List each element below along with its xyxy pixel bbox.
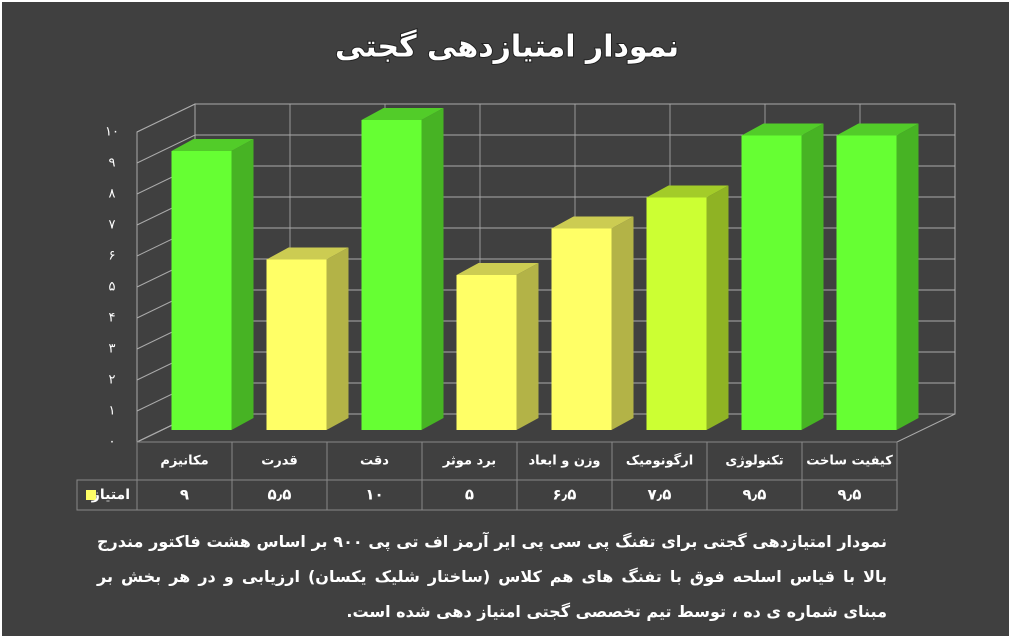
bar-top xyxy=(456,263,539,275)
data-label: ۹٫۵ xyxy=(838,486,862,504)
y-tick-label: ۷ xyxy=(109,218,116,233)
x-tick-label: کیفیت ساخت xyxy=(806,454,893,469)
grid-line xyxy=(136,320,955,350)
bar-side xyxy=(706,185,729,430)
bar xyxy=(646,185,729,430)
bar-top xyxy=(171,139,254,151)
legend-label: امتیاز xyxy=(91,487,130,503)
grid-line xyxy=(136,289,955,319)
caption: نمودار امتیازدهی گجتی برای تفنگ پی سی پی… xyxy=(97,532,887,621)
legend-cell xyxy=(76,479,138,511)
x-tick-label: دقت xyxy=(360,454,389,469)
bar xyxy=(836,123,919,430)
bar-top xyxy=(551,216,634,229)
data-label: ۵ xyxy=(465,486,474,504)
grid-line xyxy=(136,103,955,133)
y-tick-label: ۰ xyxy=(109,435,116,450)
x-tick-label: ارگونومیک xyxy=(626,453,693,469)
bar xyxy=(741,123,824,430)
bar-side xyxy=(611,216,634,430)
x-tick-label: قدرت xyxy=(261,454,298,469)
x-tick-label: برد موثر xyxy=(442,454,496,469)
bar-front xyxy=(171,151,232,430)
x-tick-label: وزن و ابعاد xyxy=(528,454,600,469)
floor xyxy=(136,413,956,443)
y-tick-label: ۶ xyxy=(109,249,116,264)
bar-side xyxy=(896,123,919,430)
bar-front xyxy=(456,275,517,430)
y-tick-label: ۱ xyxy=(109,404,116,419)
bar-top xyxy=(836,123,919,136)
y-tick-label: ۲ xyxy=(109,373,116,388)
grid-line xyxy=(136,258,955,288)
grid-line xyxy=(136,351,955,381)
grid-line xyxy=(136,134,955,164)
grid-line xyxy=(136,196,955,226)
data-label: ۹ xyxy=(180,486,189,504)
bar-front xyxy=(361,120,422,430)
grid-line xyxy=(136,227,955,257)
x-tick-label: تکنولوژی xyxy=(725,454,783,469)
bar-side xyxy=(516,263,539,430)
y-tick-label: ۴ xyxy=(109,311,116,326)
y-tick-label: ۸ xyxy=(109,187,116,202)
bar-side xyxy=(326,247,349,430)
data-label: ۵٫۵ xyxy=(268,486,292,504)
bar-top xyxy=(741,123,824,136)
y-tick-label: ۵ xyxy=(109,280,116,295)
data-label: ۱۰ xyxy=(365,486,383,504)
y-tick-label: ۳ xyxy=(109,342,116,357)
y-tick-label: ۱۰ xyxy=(105,125,119,140)
bar xyxy=(361,108,444,430)
bar xyxy=(171,139,254,430)
bar xyxy=(551,216,634,430)
bar-side xyxy=(231,139,254,430)
bar-front xyxy=(836,135,897,430)
bar-top xyxy=(266,247,349,260)
table-cell xyxy=(801,479,898,511)
data-label: ۷٫۵ xyxy=(648,486,672,504)
data-label: ۹٫۵ xyxy=(743,486,767,504)
grid-line xyxy=(136,382,955,412)
legend-swatch xyxy=(86,490,96,500)
bar-front xyxy=(741,135,802,430)
x-tick-label: مکانیزم xyxy=(160,454,208,469)
bar-side xyxy=(421,108,444,430)
bar xyxy=(456,263,539,430)
y-tick-label: ۹ xyxy=(109,156,116,171)
bar-front xyxy=(266,259,327,430)
grid-line xyxy=(136,165,955,195)
bar-front xyxy=(646,197,707,430)
data-label: ۶٫۵ xyxy=(553,486,577,504)
chart-title: نمودار امتیازدهی گجتی xyxy=(335,29,679,65)
bar-front xyxy=(551,228,612,430)
bar xyxy=(266,247,349,430)
bar-top xyxy=(361,108,444,120)
bar-side xyxy=(801,123,824,430)
bar-top xyxy=(646,185,729,198)
grid-line xyxy=(136,413,955,443)
